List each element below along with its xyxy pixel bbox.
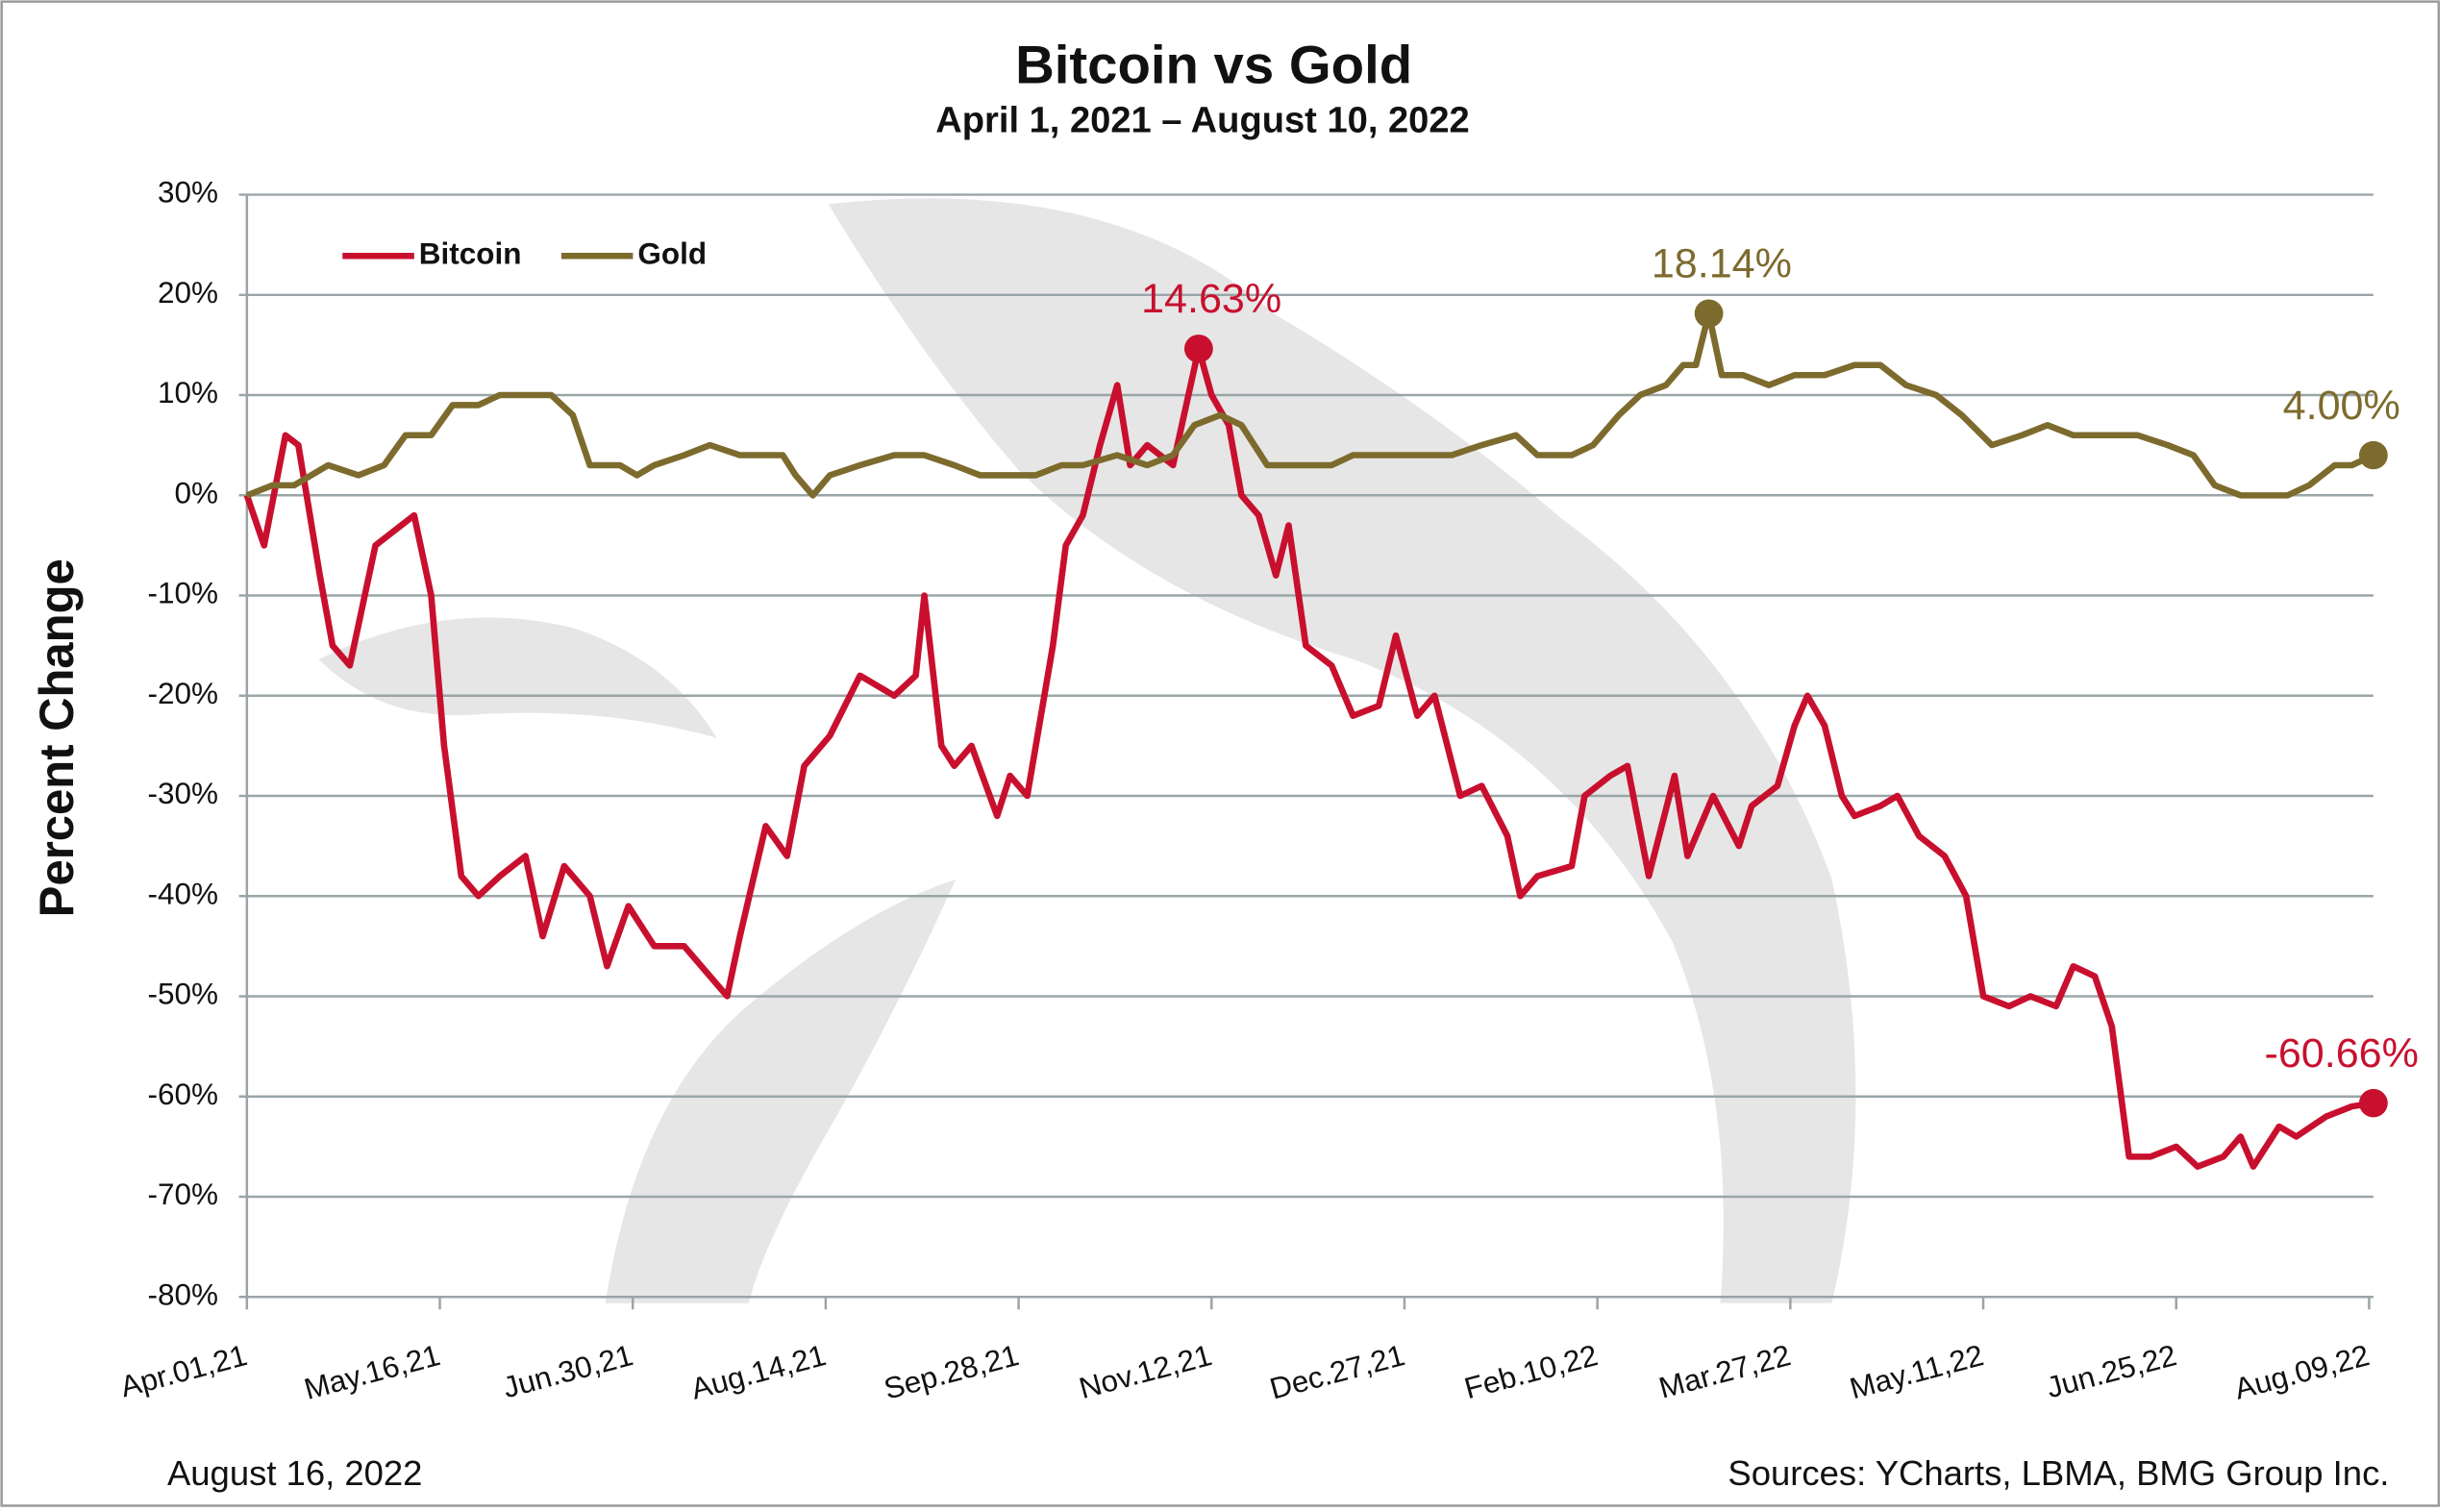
x-tick-label: Mar.27,22	[1655, 1338, 1794, 1404]
data-label: 18.14%	[1652, 241, 1792, 287]
x-tick-label: Nov.12,21	[1076, 1338, 1215, 1405]
y-tick-label: 0%	[175, 477, 218, 510]
x-tick-label: May.16,21	[301, 1338, 444, 1405]
point-marker	[1694, 299, 1724, 328]
y-tick-label: -60%	[148, 1078, 218, 1111]
x-tick-label: Jun.25,22	[2043, 1338, 2180, 1404]
x-tick-label: Sep.28,21	[881, 1338, 1023, 1405]
y-tick-label: -30%	[148, 777, 218, 810]
x-tick-label: Feb.10,22	[1461, 1338, 1602, 1405]
x-tick-label: Dec.27,21	[1266, 1338, 1408, 1405]
x-tick-label: May.11,22	[1846, 1338, 1987, 1405]
point-marker	[2358, 440, 2388, 470]
data-label: 14.63%	[1141, 276, 1281, 322]
series-line	[245, 310, 2375, 499]
legend-label: Gold	[637, 237, 707, 271]
date-note: August 16, 2022	[167, 1453, 422, 1493]
source-note: Sources: YCharts, LBMA, BMG Group Inc.	[1728, 1453, 2389, 1493]
y-tick-label: 30%	[158, 176, 218, 210]
data-label: 4.00%	[2283, 383, 2400, 429]
y-tick-label: -40%	[148, 878, 218, 911]
x-tick-label: Aug.09,22	[2231, 1338, 2374, 1405]
legend-label: Bitcoin	[419, 237, 522, 271]
x-tick-label: Apr.01,21	[117, 1338, 251, 1403]
watermark	[318, 198, 1856, 1303]
x-tick-label: Jun.30,21	[500, 1338, 637, 1404]
y-tick-label: 20%	[158, 276, 218, 310]
y-tick-label: -10%	[148, 577, 218, 610]
y-tick-label: -80%	[148, 1278, 218, 1312]
y-tick-label: -20%	[148, 677, 218, 710]
chart-title: Bitcoin vs Gold	[1015, 35, 1412, 95]
y-tick-label: -50%	[148, 978, 218, 1011]
chart-subtitle: April 1, 2021 – August 10, 2022	[935, 101, 1470, 141]
y-tick-label: 10%	[158, 376, 218, 409]
point-marker	[1183, 335, 1213, 363]
data-label: -60.66%	[2265, 1030, 2419, 1077]
point-marker	[2358, 1088, 2388, 1118]
series-line	[243, 345, 2374, 1170]
y-axis-label: Percent Change	[31, 558, 84, 917]
y-tick-label: -70%	[148, 1177, 218, 1211]
x-tick-label: Aug.14,21	[687, 1338, 830, 1405]
